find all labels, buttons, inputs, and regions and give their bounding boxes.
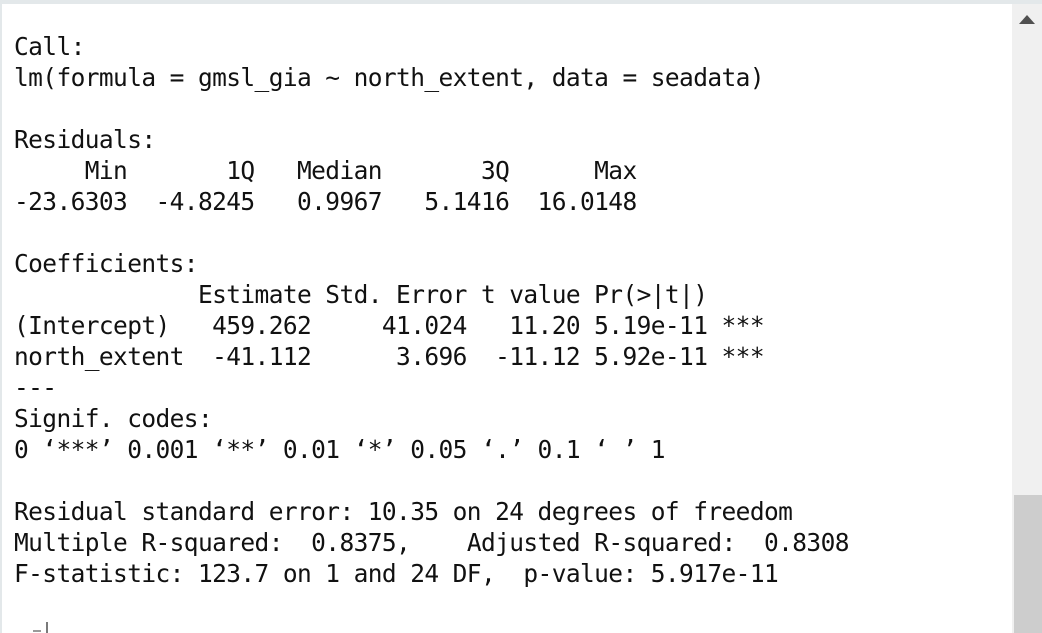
text-cursor[interactable] bbox=[46, 622, 48, 633]
triangle-up-icon[interactable] bbox=[1019, 15, 1035, 24]
prompt-marker bbox=[33, 630, 41, 632]
pane-top-border bbox=[0, 0, 1042, 4]
output-line: (Intercept) 459.262 41.024 11.20 5.19e-1… bbox=[14, 311, 765, 340]
output-line: --- bbox=[14, 373, 57, 402]
output-line: Estimate Std. Error t value Pr(>|t|) bbox=[14, 280, 764, 309]
output-line: Residuals: bbox=[14, 125, 156, 154]
pane-left-border bbox=[0, 0, 2, 633]
output-line: Signif. codes: bbox=[14, 404, 241, 433]
scrollbar-thumb[interactable] bbox=[1014, 495, 1042, 633]
output-line: Residual standard error: 10.35 on 24 deg… bbox=[14, 497, 793, 526]
output-line: F-statistic: 123.7 on 1 and 24 DF, p-val… bbox=[14, 559, 779, 588]
output-line: Min 1Q Median 3Q Max bbox=[14, 156, 651, 185]
console-output[interactable]: Call: lm(formula = gmsl_gia ~ north_exte… bbox=[14, 31, 1004, 631]
output-line: Call: bbox=[14, 32, 85, 61]
output-line: north_extent -41.112 3.696 -11.12 5.92e-… bbox=[14, 342, 765, 371]
output-line: Multiple R-squared: 0.8375, Adjusted R-s… bbox=[14, 528, 864, 557]
vertical-scrollbar[interactable] bbox=[1012, 4, 1042, 633]
output-line: Coefficients: bbox=[14, 249, 199, 278]
output-line: -23.6303 -4.8245 0.9967 5.1416 16.0148 bbox=[14, 187, 651, 216]
output-line: 0 ‘***’ 0.001 ‘**’ 0.01 ‘*’ 0.05 ‘.’ 0.1… bbox=[14, 435, 666, 464]
console-text: Call: lm(formula = gmsl_gia ~ north_exte… bbox=[14, 31, 1004, 589]
output-line: lm(formula = gmsl_gia ~ north_extent, da… bbox=[14, 63, 765, 92]
